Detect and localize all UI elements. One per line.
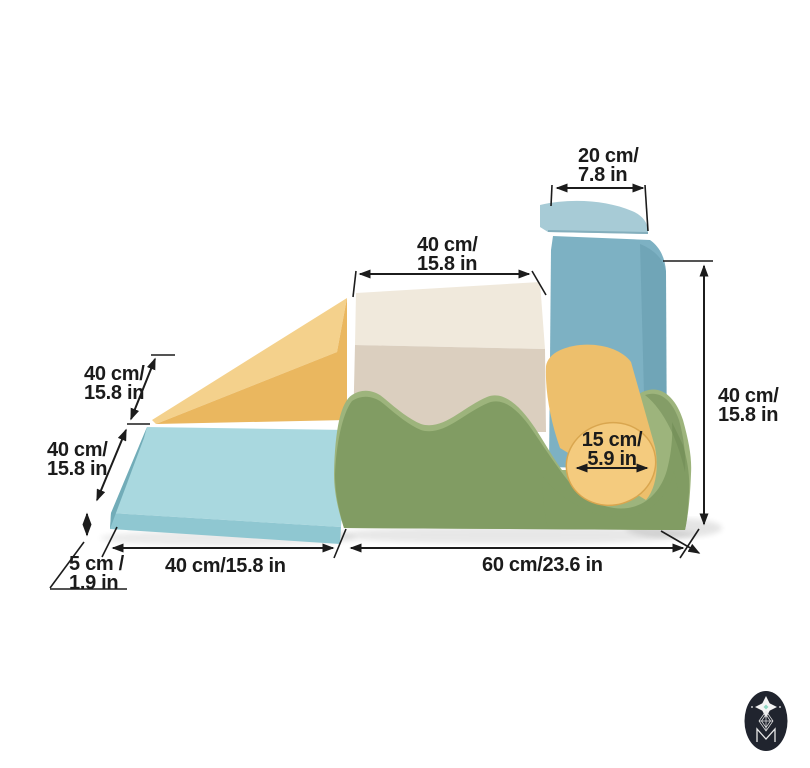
ext-wave-right bbox=[679, 528, 700, 559]
ext-mat-right bbox=[333, 528, 347, 559]
mat-top-face bbox=[111, 427, 348, 527]
tower-curved-cap bbox=[540, 200, 648, 234]
label-cube-width: 40 cm/ 15.8 in bbox=[417, 234, 478, 275]
label-wave-length: 60 cm/23.6 in bbox=[482, 554, 603, 576]
tower-cap-seam bbox=[547, 230, 649, 234]
mat-front-face bbox=[110, 513, 341, 544]
leader-thickness-diag bbox=[49, 541, 85, 589]
wave-front-face bbox=[335, 396, 690, 530]
ext-cube-left bbox=[352, 270, 357, 298]
wave-valley-front-band bbox=[542, 471, 681, 530]
brand-logo bbox=[744, 691, 788, 751]
ext-mat-left bbox=[101, 526, 118, 558]
mat-side-face bbox=[110, 427, 147, 529]
dim-line-slope bbox=[130, 357, 156, 421]
ext-top-width-right bbox=[644, 184, 649, 232]
logo-gem-icon bbox=[758, 710, 774, 732]
ext-cube-right bbox=[531, 270, 547, 296]
ext-top-width-left bbox=[550, 184, 553, 207]
wedge-ramp-top-face bbox=[152, 298, 347, 424]
ext-tower-bottom bbox=[660, 530, 701, 554]
label-mat-depth: 40 cm/ 15.8 in bbox=[47, 439, 108, 480]
cube-top-face bbox=[355, 282, 545, 349]
label-mat-length: 40 cm/15.8 in bbox=[165, 555, 286, 577]
label-cylinder-diameter: 15 cm/ 5.9 in bbox=[581, 429, 643, 470]
logo-flower-center bbox=[763, 704, 769, 710]
label-mat-thickness: 5 cm / 1.9 in bbox=[69, 553, 124, 594]
wave-right-curl-shade bbox=[645, 393, 686, 472]
logo-letter-m bbox=[756, 727, 776, 742]
label-slope-height: 40 cm/ 15.8 in bbox=[84, 363, 145, 404]
label-tower-height: 40 cm/ 15.8 in bbox=[718, 385, 779, 426]
label-top-width: 20 cm/ 7.8 in bbox=[578, 145, 639, 186]
wedge-ramp-front-face bbox=[156, 298, 347, 424]
dimension-arrows bbox=[49, 183, 713, 590]
dim-line-mat-depth bbox=[96, 428, 127, 502]
